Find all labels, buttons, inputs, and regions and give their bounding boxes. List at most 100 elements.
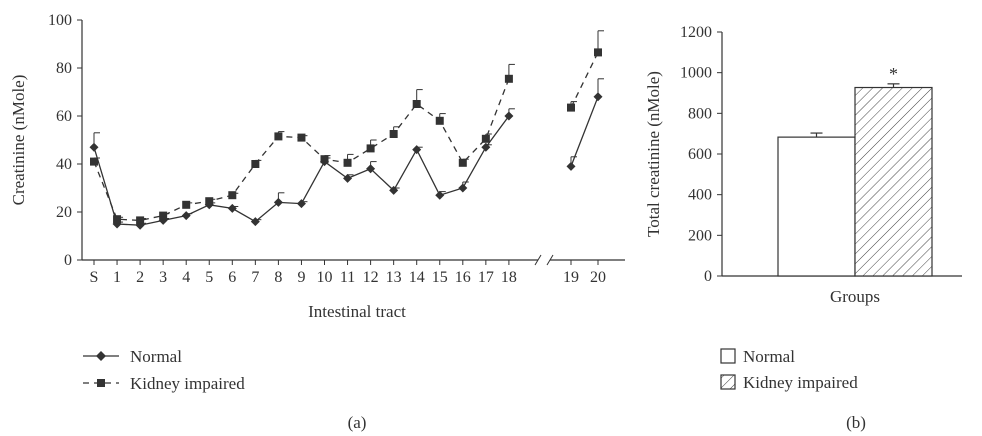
data-point-normal [412,145,422,155]
x-tick-label: 17 [478,269,494,286]
y-tick-label: 600 [688,146,712,163]
x-tick-label: 15 [432,269,448,286]
data-point-normal [250,217,260,227]
data-point-kidney-impaired [435,116,444,125]
plain-swatch-icon [720,348,736,364]
data-point-normal [566,161,576,171]
x-tick-label: 6 [228,269,236,286]
x-tick-label: 16 [455,269,471,286]
data-point-normal [481,142,491,152]
data-point-normal [435,190,445,200]
data-point-normal [343,173,353,183]
data-point-kidney-impaired [567,103,575,112]
data-point-kidney-impaired [159,211,168,220]
y-axis-label: Total creatinine (nMole) [644,71,663,237]
data-point-kidney-impaired [182,200,191,209]
data-point-kidney-impaired [389,130,398,138]
data-point-normal [89,142,99,152]
bar-chart-panel: 0 200 400 600 800 1000 1200 * Total creatinine… [644,24,962,432]
data-point-kidney-impaired [90,157,98,166]
data-point-kidney-impaired [205,197,214,206]
y-tick-label: 0 [64,252,72,269]
x-tick-label: 10 [317,269,333,286]
data-point-normal [458,183,468,193]
y-tick-label: 80 [56,60,72,77]
y-ticks: 0 20 40 60 80 100 [48,12,82,269]
bar-kidney-impaired [854,86,933,277]
x-tick-label: S [90,269,99,286]
x-tick-label: 20 [590,269,606,286]
x-tick-label: 2 [136,269,144,286]
y-tick-label: 1000 [680,65,712,82]
data-point-normal [593,92,603,102]
series-group [89,30,604,230]
x-tick-label: 14 [409,269,425,286]
legend-label-normal: Normal [130,347,182,366]
y-tick-label: 1200 [680,24,712,41]
square-marker-icon [97,379,105,387]
bars-group: * [777,64,933,277]
legend: Normal Kidney impaired [720,347,858,392]
data-point-kidney-impaired [458,158,467,167]
legend-label-kidney-impaired: Kidney impaired [130,374,245,393]
x-ticks: S 1 2 3 4 5 6 7 8 9 10 11 12 13 14 15 16 17 18 19 20 [90,254,606,286]
data-point-normal [504,111,514,121]
legend-item-kidney-impaired: Kidney impaired [720,373,858,392]
x-tick-label: 12 [363,269,379,286]
y-tick-label: 400 [688,187,712,204]
series-line-normal [570,96,599,167]
x-tick-label: 9 [297,269,305,286]
legend-label-kidney-impaired: Kidney impaired [743,373,858,392]
hatched-swatch-icon [720,374,736,390]
x-tick-label: 5 [205,269,213,286]
y-tick-label: 800 [688,105,712,122]
legend-label-normal: Normal [743,347,795,366]
y-ticks: 0 200 400 600 800 1000 1200 [680,24,722,285]
data-point-normal [366,164,376,174]
data-point-kidney-impaired [274,132,283,141]
data-point-kidney-impaired [481,134,490,143]
data-point-kidney-impaired [320,155,329,164]
data-point-normal [296,199,306,209]
x-tick-label: 3 [159,269,167,286]
axis-break-mark [534,254,542,266]
data-point-kidney-impaired [366,144,375,153]
data-point-kidney-impaired [113,215,122,224]
x-tick-label: 11 [340,269,355,286]
data-point-normal [181,211,191,221]
legend-item-normal: Normal [720,347,795,366]
x-tick-label: 4 [182,269,190,286]
data-point-kidney-impaired [297,133,306,142]
bar-normal [777,136,856,277]
data-point-kidney-impaired [136,216,145,225]
data-point-normal [227,203,237,213]
y-tick-label: 100 [48,12,72,29]
panel-label-b: (b) [846,413,866,432]
data-point-kidney-impaired [251,160,260,168]
y-tick-label: 60 [56,108,72,125]
x-axis-label: Groups [830,287,880,306]
x-tick-label: 18 [501,269,517,286]
x-axis-label: Intestinal tract [308,302,406,321]
y-tick-label: 0 [704,268,712,285]
legend-item-kidney-impaired: Kidney impaired [83,374,245,393]
y-tick-label: 20 [56,204,72,221]
axis-break-mark [546,254,554,266]
data-point-kidney-impaired [504,74,513,83]
series-line-normal [93,115,510,226]
legend-item-normal: Normal [83,347,182,366]
data-point-kidney-impaired [228,191,237,200]
y-tick-label: 40 [56,156,72,173]
panel-label-a: (a) [348,413,367,432]
y-axis-label: Creatinine (nMole) [9,75,28,206]
x-tick-label: 8 [274,269,282,286]
data-point-normal [389,185,399,195]
data-point-normal [273,197,283,207]
x-tick-label: 1 [113,269,121,286]
diamond-marker-icon [96,351,106,361]
series-line-kidney-impaired [570,52,599,108]
data-point-kidney-impaired [412,100,421,108]
x-tick-label: 19 [563,269,579,286]
